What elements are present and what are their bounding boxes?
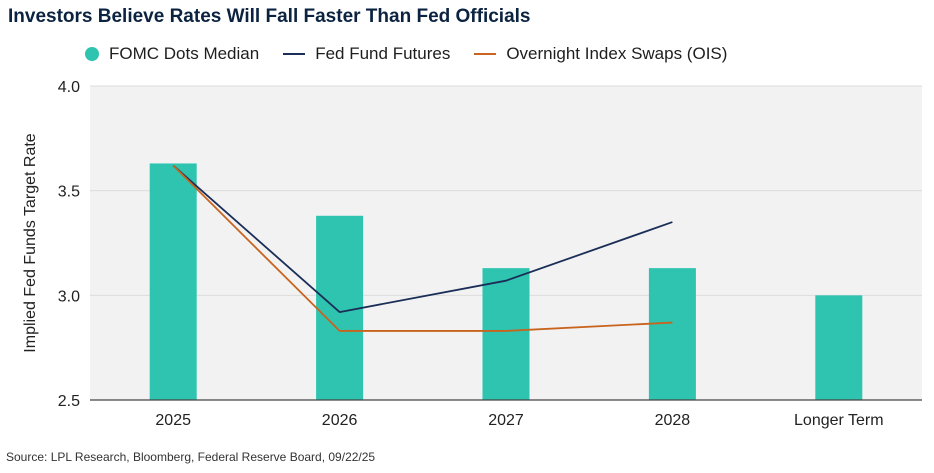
legend-swatch-dots — [85, 47, 99, 61]
futures-line — [172, 164, 673, 313]
chart-title: Investors Believe Rates Will Fall Faster… — [8, 6, 531, 27]
bar — [482, 268, 530, 400]
ois-line — [172, 164, 673, 332]
y-tick-label: 4.0 — [58, 79, 80, 96]
legend-item-futures: Fed Fund Futures — [283, 44, 450, 64]
legend: FOMC Dots Median Fed Fund Futures Overni… — [85, 44, 751, 64]
legend-swatch-futures — [283, 53, 306, 55]
y-tick-label: 3.5 — [58, 184, 80, 201]
y-tick-label: 3.0 — [58, 288, 80, 305]
x-tick-label: 2025 — [155, 412, 191, 429]
legend-item-dots: FOMC Dots Median — [85, 44, 259, 64]
y-tick-label: 2.5 — [58, 393, 80, 410]
source-note: Source: LPL Research, Bloomberg, Federal… — [6, 450, 376, 464]
bar — [149, 163, 197, 400]
legend-label-dots: FOMC Dots Median — [109, 44, 260, 63]
bar — [815, 295, 863, 400]
legend-label-ois: Overnight Index Swaps (OIS) — [506, 44, 728, 63]
bar — [648, 268, 696, 400]
x-tick-label: 2027 — [488, 412, 524, 429]
legend-label-futures: Fed Fund Futures — [315, 44, 451, 63]
x-tick-label: 2028 — [655, 412, 691, 429]
legend-item-ois: Overnight Index Swaps (OIS) — [474, 44, 727, 64]
x-tick-label: Longer Term — [794, 412, 884, 429]
x-tick-label: 2026 — [322, 412, 358, 429]
y-axis-title: Implied Fed Funds Target Rate — [22, 133, 39, 352]
bar — [316, 215, 364, 400]
legend-swatch-ois — [474, 53, 497, 55]
